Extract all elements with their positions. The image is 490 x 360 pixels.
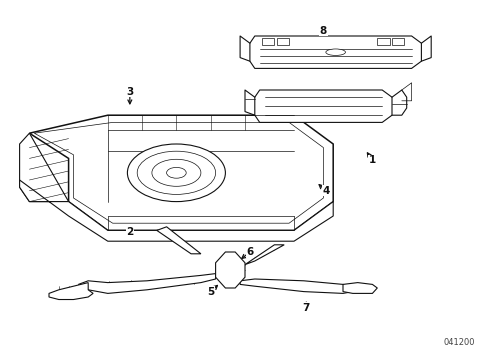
Polygon shape [250,36,421,68]
Ellipse shape [137,151,216,194]
Ellipse shape [167,167,186,178]
Polygon shape [29,115,333,230]
Ellipse shape [152,159,201,186]
Polygon shape [157,227,201,254]
Polygon shape [245,245,284,265]
Text: 3: 3 [126,87,133,97]
Text: 5: 5 [207,287,214,297]
Polygon shape [262,38,274,45]
Polygon shape [343,283,377,293]
Polygon shape [255,90,392,122]
Text: 8: 8 [320,26,327,36]
Polygon shape [216,252,245,288]
Ellipse shape [217,266,239,278]
Text: 1: 1 [369,155,376,165]
Text: 7: 7 [302,303,310,313]
Polygon shape [78,274,216,293]
Ellipse shape [326,49,345,55]
Ellipse shape [127,144,225,202]
Text: 041200: 041200 [444,338,475,347]
Polygon shape [392,38,404,45]
Polygon shape [20,133,69,202]
Text: 6: 6 [246,247,253,257]
Polygon shape [277,38,289,45]
Polygon shape [377,38,390,45]
Polygon shape [49,283,93,300]
Text: 4: 4 [322,186,330,196]
Text: 2: 2 [126,227,133,237]
Polygon shape [20,180,333,241]
Polygon shape [240,279,353,293]
